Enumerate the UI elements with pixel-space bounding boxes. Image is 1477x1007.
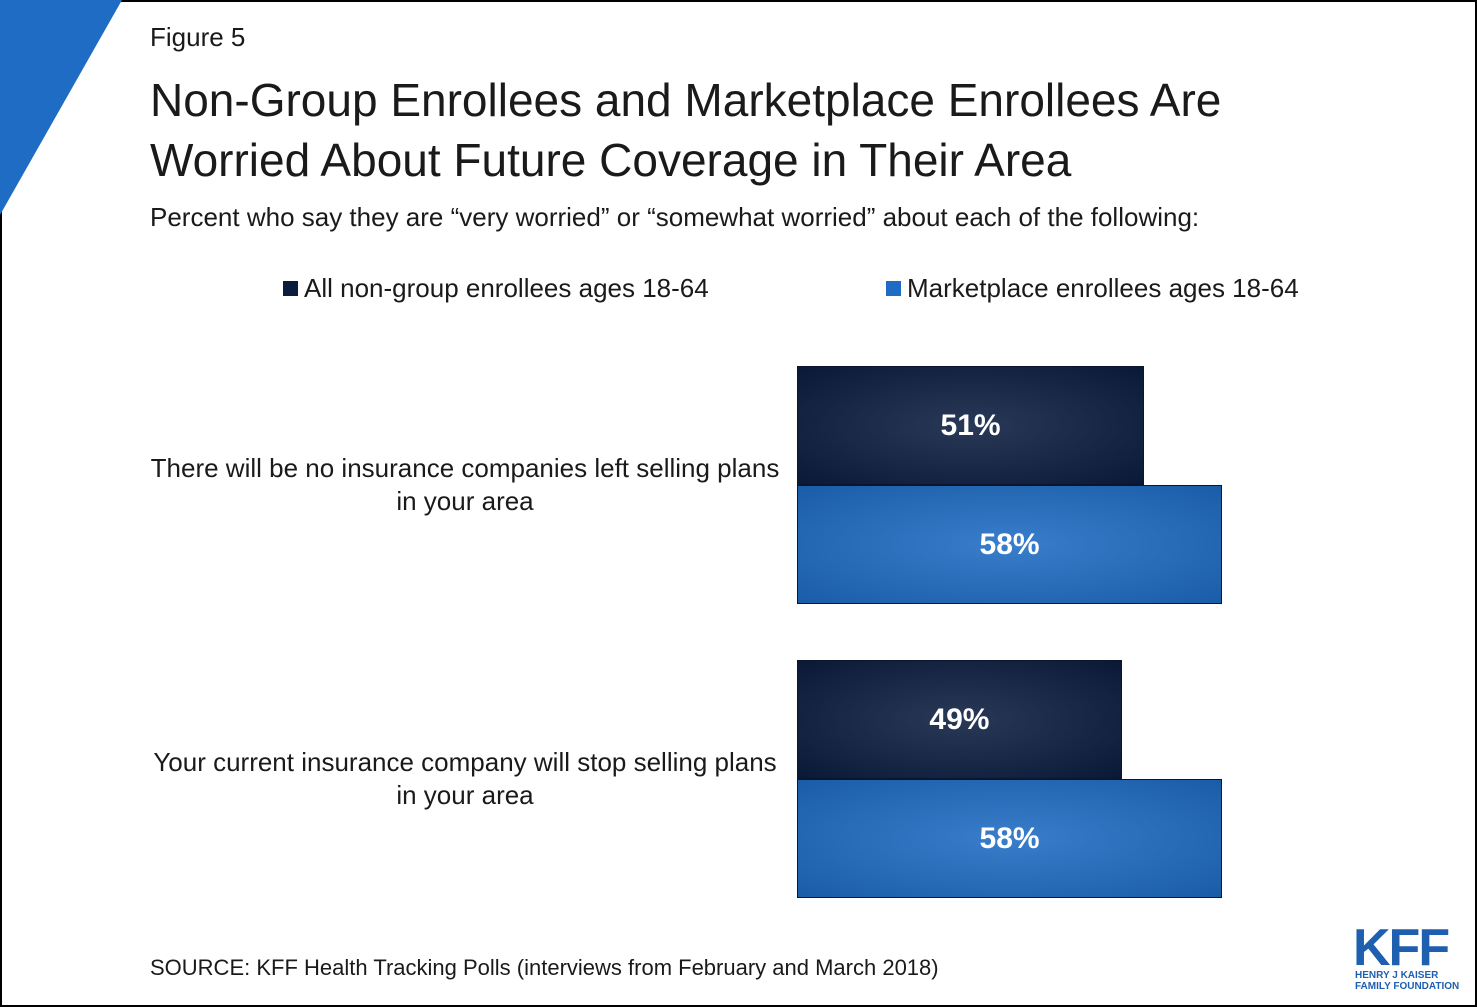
bar xyxy=(797,660,1122,779)
bar xyxy=(797,485,1223,604)
logo-subtitle: HENRY J KAISER FAMILY FOUNDATION xyxy=(1355,970,1460,992)
value-label: 51% xyxy=(940,408,1001,442)
value-label: 49% xyxy=(929,702,990,736)
chart-title: Non-Group Enrollees and Marketplace Enro… xyxy=(150,74,1222,186)
category-label: Your current insurance company will stop… xyxy=(153,747,777,810)
chart-subtitle: Percent who say they are “very worried” … xyxy=(150,202,1200,232)
legend-label: Marketplace enrollees ages 18-64 xyxy=(907,273,1299,303)
legend-item: All non-group enrollees ages 18-64 xyxy=(283,273,709,304)
legend-swatch xyxy=(283,281,298,296)
legend-swatch xyxy=(886,281,901,296)
bar xyxy=(797,366,1145,485)
legend-item: Marketplace enrollees ages 18-64 xyxy=(886,273,1299,304)
bar xyxy=(797,779,1223,898)
logo: KFF xyxy=(1353,919,1450,977)
figure-label: Figure 5 xyxy=(150,22,246,52)
legend-label: All non-group enrollees ages 18-64 xyxy=(304,273,709,303)
value-label: 58% xyxy=(979,527,1040,561)
source-note: SOURCE: KFF Health Tracking Polls (inter… xyxy=(150,955,939,980)
value-label: 58% xyxy=(979,821,1040,855)
category-label: There will be no insurance companies lef… xyxy=(150,453,780,516)
corner-decoration xyxy=(0,0,122,215)
